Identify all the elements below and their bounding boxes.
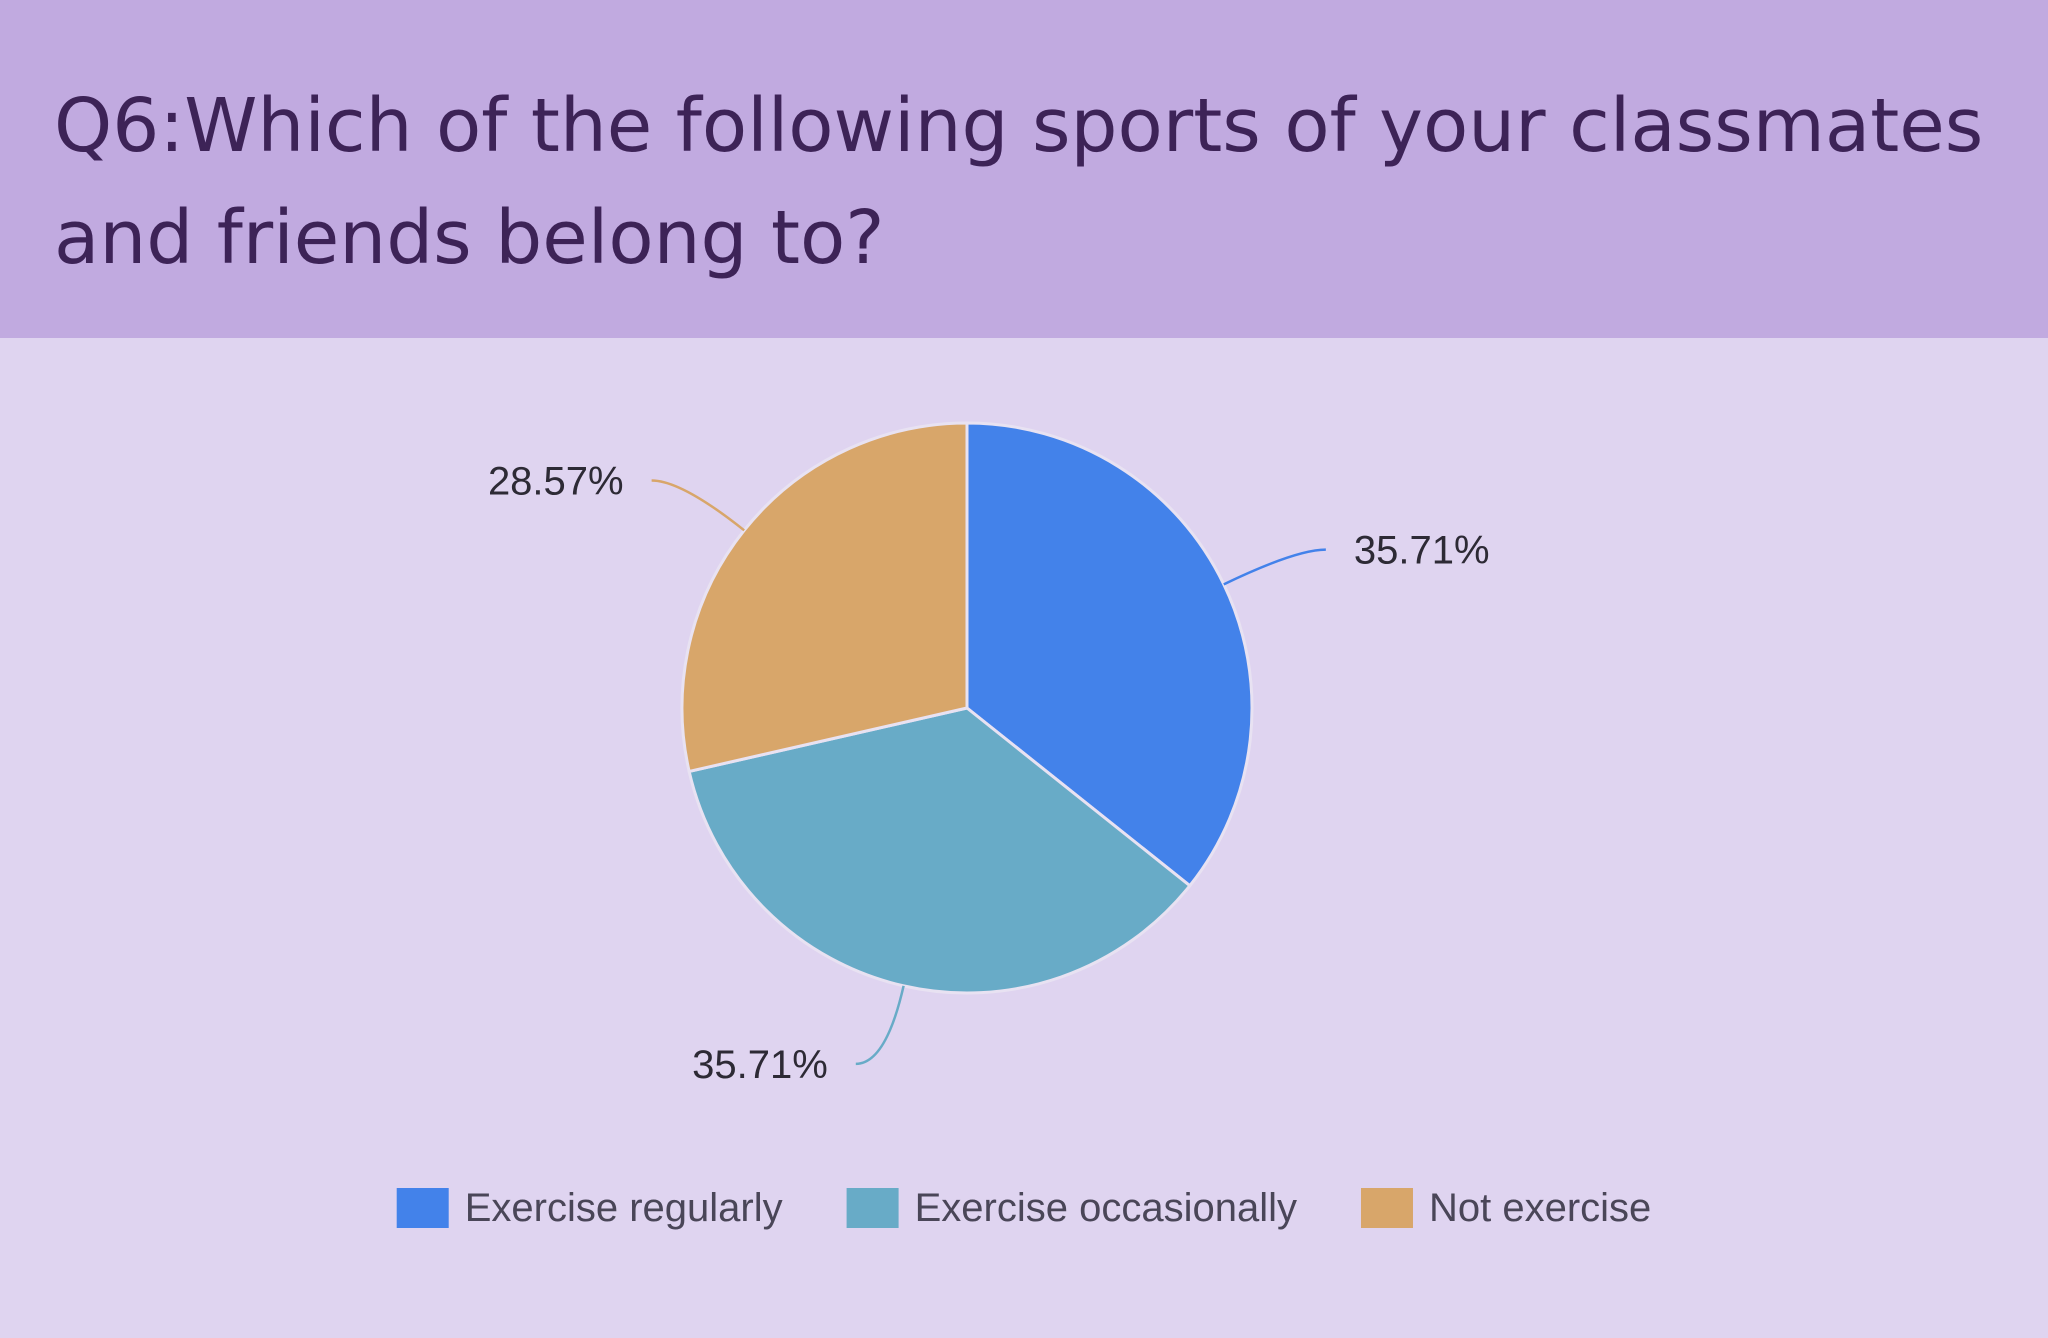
slice-label-exercise-occasionally: 35.71%	[692, 1043, 828, 1087]
slice-label-exercise-regularly: 35.71%	[1354, 529, 1490, 573]
title-banner: Q6:Which of the following sports of your…	[0, 0, 2048, 338]
leader-line-exercise-regularly	[1223, 548, 1326, 586]
leader-line-not-exercise	[651, 479, 745, 532]
leader-line-exercise-occasionally	[855, 985, 905, 1066]
legend-label-exercise-regularly[interactable]: Exercise regularly	[465, 1186, 783, 1230]
legend-swatch-exercise-regularly[interactable]	[396, 1188, 449, 1228]
legend-label-not-exercise[interactable]: Not exercise	[1429, 1186, 1651, 1230]
chart-title: Q6:Which of the following sports of your…	[54, 83, 1984, 281]
legend-label-exercise-occasionally[interactable]: Exercise occasionally	[915, 1186, 1297, 1230]
legend-swatch-not-exercise[interactable]	[1360, 1188, 1413, 1228]
pie-slice-not-exercise	[680, 421, 969, 774]
legend-swatch-exercise-occasionally[interactable]	[846, 1188, 899, 1228]
slice-label-not-exercise: 28.57%	[488, 459, 624, 503]
